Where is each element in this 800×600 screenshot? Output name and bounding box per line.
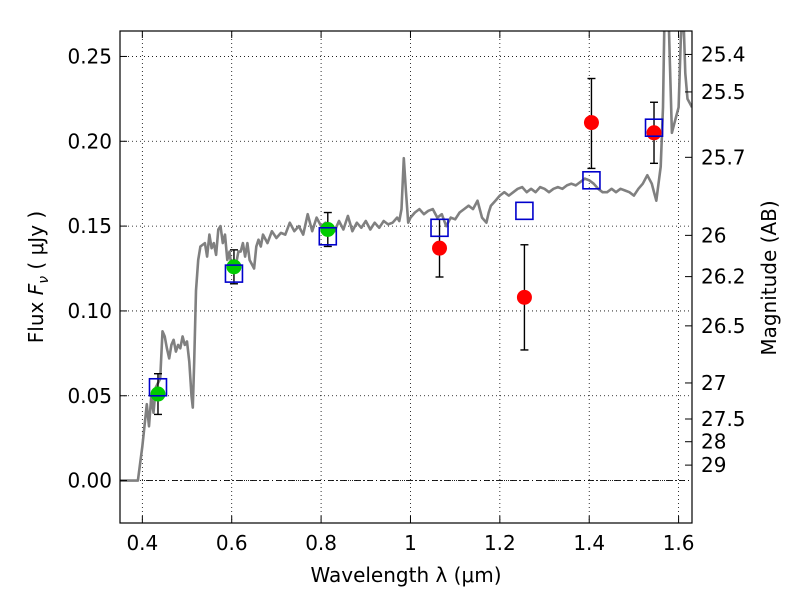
model-photometry-marker xyxy=(430,218,449,238)
right-axis-title: Magnitude (AB) xyxy=(757,200,781,355)
right-tick-label: 26.2 xyxy=(701,265,746,289)
right-tick-label: 26 xyxy=(701,223,726,247)
y-axis-title-unit: ( μJy ) xyxy=(24,211,48,276)
y-tick-label: 0.00 xyxy=(67,469,112,493)
y-tick-label: 0.10 xyxy=(67,299,112,323)
right-tick-label: 27.5 xyxy=(701,407,746,431)
observed-green-point xyxy=(150,386,166,402)
model-photometry-marker xyxy=(224,264,244,283)
x-axis-ticks: 0.4 0.6 0.8 1 1.2 1.4 1.6 xyxy=(126,31,695,555)
right-tick-label: 29 xyxy=(701,453,726,477)
right-tick-label: 26.5 xyxy=(701,314,746,338)
x-tick-label: 0.6 xyxy=(216,531,248,555)
grid xyxy=(120,31,692,523)
plot-background xyxy=(120,31,692,523)
x-tick-label: 1.4 xyxy=(573,531,605,555)
y-tick-label: 0.05 xyxy=(67,384,112,408)
observed-red-point xyxy=(583,115,599,131)
model-photometry-marker xyxy=(515,201,534,221)
observed-green-point xyxy=(320,221,336,237)
right-tick-label: 25.4 xyxy=(701,42,746,66)
y-axis-title-prefix: Flux xyxy=(24,295,48,343)
y-tick-label: 0.15 xyxy=(67,214,112,238)
y-tick-label: 0.25 xyxy=(67,44,112,68)
right-tick-label: 28 xyxy=(701,430,726,454)
y-axis-title-symbol: F xyxy=(24,283,48,295)
right-tick-label: 25.7 xyxy=(701,145,746,169)
x-tick-label: 1.2 xyxy=(484,531,516,555)
y-axis-title-subscript: ν xyxy=(36,276,52,284)
model-photometry-marker xyxy=(644,118,664,138)
right-tick-label: 25.5 xyxy=(701,80,746,104)
x-tick-label: 1 xyxy=(404,531,417,555)
model-photometry xyxy=(148,118,664,397)
x-tick-label: 0.4 xyxy=(126,531,158,555)
observed-red-point xyxy=(646,125,662,141)
y-axis-title: Flux Fν ( μJy ) xyxy=(24,211,52,343)
model-spectrum-line xyxy=(120,31,692,482)
observed-red-point xyxy=(432,240,448,256)
observed-red-point xyxy=(516,289,532,305)
x-tick-label: 1.6 xyxy=(663,531,695,555)
model-spectrum xyxy=(120,31,692,482)
y-tick-label: 0.20 xyxy=(67,129,112,153)
model-photometry-marker xyxy=(148,377,168,397)
model-photometry-marker xyxy=(582,170,601,190)
model-photometry-marker xyxy=(318,226,338,246)
observed-points xyxy=(150,115,662,402)
right-tick-label: 27 xyxy=(701,371,726,395)
x-tick-label: 0.8 xyxy=(305,531,337,555)
y-axis-ticks: 0.00 0.05 0.10 0.15 0.20 0.25 xyxy=(67,44,127,493)
x-axis-title: Wavelength λ (μm) xyxy=(310,563,501,587)
observed-green-point xyxy=(226,259,242,275)
